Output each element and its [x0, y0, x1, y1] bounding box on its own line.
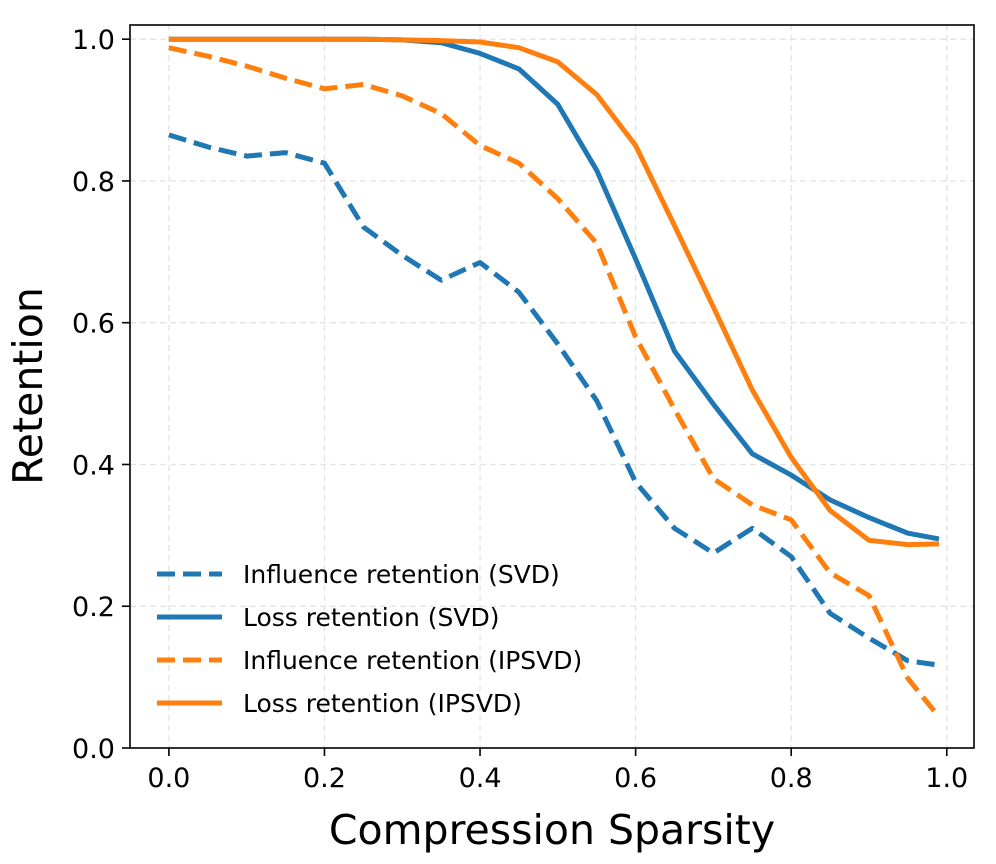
legend-label-influence-ipsvd: Influence retention (IPSVD)	[243, 646, 582, 675]
x-tick-label: 0.2	[303, 763, 346, 794]
plot-frame	[129, 24, 975, 749]
x-tick-label: 0.8	[770, 763, 813, 794]
legend-label-loss-svd: Loss retention (SVD)	[243, 603, 499, 632]
series-influence-retention-svd	[168, 132, 940, 668]
x-tick-label: 1.0	[925, 763, 968, 794]
x-tick-label: 0.6	[614, 763, 657, 794]
series-loss-retention-ipsvd	[168, 36, 940, 548]
y-tick-label: 0.4	[72, 450, 115, 481]
legend: Influence retention (SVD) Loss retention…	[157, 560, 582, 718]
y-axis-label: Retention	[4, 287, 52, 485]
y-tick-label: 0.2	[72, 592, 115, 623]
x-tick-label: 0.4	[459, 763, 502, 794]
x-axis-label: Compression Sparsity	[329, 806, 775, 854]
y-tick-label: 0.0	[72, 734, 115, 765]
series-influence-retention-ipsvd	[168, 45, 941, 719]
y-tick-label: 0.6	[72, 309, 115, 340]
legend-label-influence-svd: Influence retention (SVD)	[243, 560, 560, 589]
x-tick-label: 0.0	[147, 763, 190, 794]
legend-label-loss-ipsvd: Loss retention (IPSVD)	[243, 689, 522, 718]
y-tick-label: 1.0	[72, 25, 115, 56]
y-tick-label: 0.8	[72, 167, 115, 198]
